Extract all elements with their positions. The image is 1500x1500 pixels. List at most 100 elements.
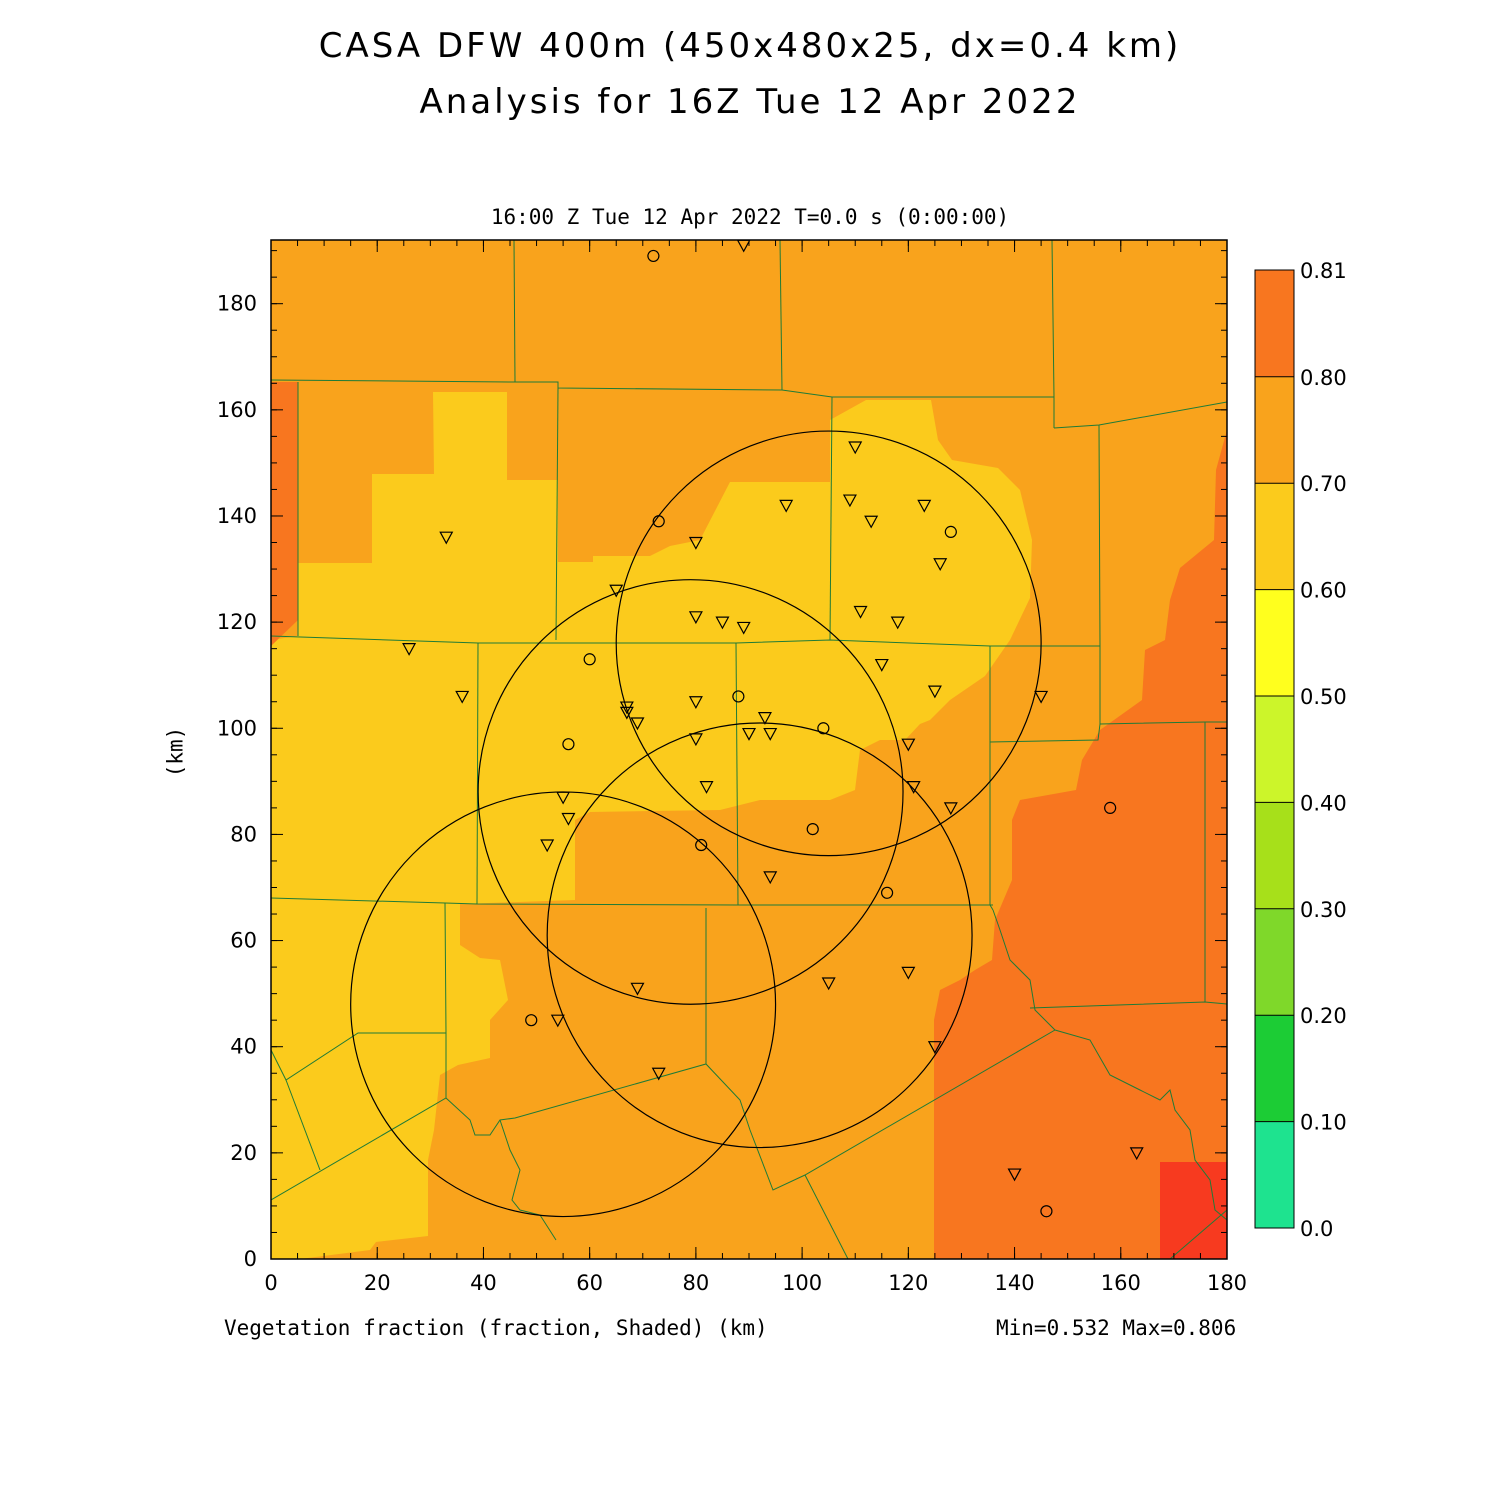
station-triangle xyxy=(901,738,916,752)
x-tick-label: 100 xyxy=(782,1271,822,1295)
station-triangle xyxy=(609,584,624,598)
station-triangle xyxy=(1034,690,1049,704)
field-darkorange-east xyxy=(934,430,1227,1259)
station-triangle xyxy=(715,616,730,630)
y-tick-label: 160 xyxy=(217,398,257,422)
shaded-field xyxy=(271,240,1227,1259)
station-circle xyxy=(944,525,957,539)
station-triangle xyxy=(890,616,905,630)
station-circle xyxy=(817,722,830,735)
y-tick-label: 20 xyxy=(230,1141,257,1165)
station-circle xyxy=(562,738,575,751)
station-triangle xyxy=(927,1041,942,1054)
y-tick-label: 100 xyxy=(217,716,257,740)
radar-ring xyxy=(546,722,973,1149)
station-circle xyxy=(525,1014,538,1027)
colorbar-label: 0.80 xyxy=(1300,366,1347,390)
station-triangle xyxy=(1129,1147,1144,1161)
y-tick-label: 40 xyxy=(230,1035,257,1059)
chart-subtitle: Analysis for 16Z Tue 12 Apr 2022 xyxy=(419,82,1081,122)
station-circle xyxy=(806,823,819,836)
station-triangle xyxy=(864,515,879,529)
x-tick-label: 0 xyxy=(264,1271,277,1295)
x-tick-label: 160 xyxy=(1101,1271,1141,1295)
station-circle xyxy=(1104,801,1117,814)
plot-header: 16:00 Z Tue 12 Apr 2022 T=0.0 s (0:00:00… xyxy=(490,205,1010,229)
station-triangle xyxy=(688,696,703,709)
station-triangle xyxy=(917,499,932,513)
station-triangle xyxy=(763,871,778,885)
field-yellow-north xyxy=(271,392,1032,1259)
station-triangle xyxy=(455,690,470,704)
station-triangle xyxy=(757,712,772,725)
chart-title: CASA DFW 400m (450x480x25, dx=0.4 km) xyxy=(318,26,1182,66)
station-triangle xyxy=(619,706,634,720)
station-triangle xyxy=(741,727,757,741)
y-tick-label: 60 xyxy=(230,929,257,953)
radar-ring xyxy=(477,579,904,1005)
station-triangle xyxy=(821,977,836,991)
colorbar-label: 0.60 xyxy=(1300,579,1347,603)
station-triangle xyxy=(439,531,454,545)
min-max-label: Min=0.532 Max=0.806 xyxy=(996,1316,1237,1340)
colorbar-swatch xyxy=(1255,376,1294,484)
x-tick-label: 120 xyxy=(888,1271,928,1295)
station-triangle xyxy=(550,1014,565,1028)
x-tick-label: 40 xyxy=(470,1271,497,1295)
colorbar-label: 0.70 xyxy=(1300,472,1347,496)
station-triangle xyxy=(540,839,555,853)
station-triangle xyxy=(901,966,916,980)
x-tick-label: 20 xyxy=(364,1271,391,1295)
station-triangle xyxy=(688,733,703,747)
colorbar-label: 0.81 xyxy=(1300,259,1347,283)
x-tick-label: 180 xyxy=(1207,1271,1247,1295)
station-triangle xyxy=(779,499,794,513)
y-tick-label: 180 xyxy=(217,292,257,316)
x-tick-label: 60 xyxy=(576,1271,603,1295)
colorbar-swatch xyxy=(1255,696,1294,803)
station-circle xyxy=(732,690,745,703)
field-darkorange-west xyxy=(271,382,298,646)
station-triangle xyxy=(651,1067,666,1081)
station-circle xyxy=(880,886,894,899)
colorbar: 0.0 0.10 0.20 0.30 0.40 0.50 0.60 0.70 0.80 0.81 xyxy=(1254,259,1347,1241)
y-tick-label: 80 xyxy=(230,822,257,846)
station-triangle xyxy=(688,536,703,550)
colorbar-label: 0.50 xyxy=(1300,685,1347,709)
y-tick-label: 140 xyxy=(217,504,257,528)
station-triangle xyxy=(842,494,857,508)
county-boundaries xyxy=(271,240,1227,1259)
radar-rings xyxy=(350,430,1042,1218)
station-triangle xyxy=(853,605,868,619)
station-triangle xyxy=(630,982,645,996)
x-tick-label: 80 xyxy=(683,1271,710,1295)
colorbar-swatch xyxy=(1255,802,1294,909)
station-circle xyxy=(695,838,708,852)
station-triangle xyxy=(699,781,714,794)
station-triangle xyxy=(1007,1168,1022,1182)
stations xyxy=(402,240,1144,1218)
x-axis-label: Vegetation fraction (fraction, Shaded) (… xyxy=(224,1316,768,1340)
colorbar-swatch xyxy=(1255,1015,1294,1122)
y-tick-label: 120 xyxy=(217,610,257,634)
station-circle xyxy=(1040,1205,1053,1218)
colorbar-label: 0.0 xyxy=(1300,1217,1333,1241)
station-triangle xyxy=(943,802,958,816)
colorbar-swatch xyxy=(1255,1121,1294,1228)
station-triangle xyxy=(688,611,703,625)
colorbar-label: 0.20 xyxy=(1300,1004,1347,1028)
colorbar-swatch xyxy=(1255,589,1294,696)
colorbar-label: 0.40 xyxy=(1300,791,1347,815)
station-triangle xyxy=(630,717,645,731)
station-triangle xyxy=(906,781,921,794)
station-triangle xyxy=(736,621,751,635)
station-triangle xyxy=(763,727,778,741)
x-tick-label: 140 xyxy=(995,1271,1035,1295)
station-triangle xyxy=(556,791,571,805)
station-triangle xyxy=(848,441,863,455)
colorbar-swatch xyxy=(1255,483,1294,590)
field-red-southeast xyxy=(1160,1162,1227,1259)
station-triangle xyxy=(402,643,417,656)
station-circle xyxy=(652,515,665,528)
